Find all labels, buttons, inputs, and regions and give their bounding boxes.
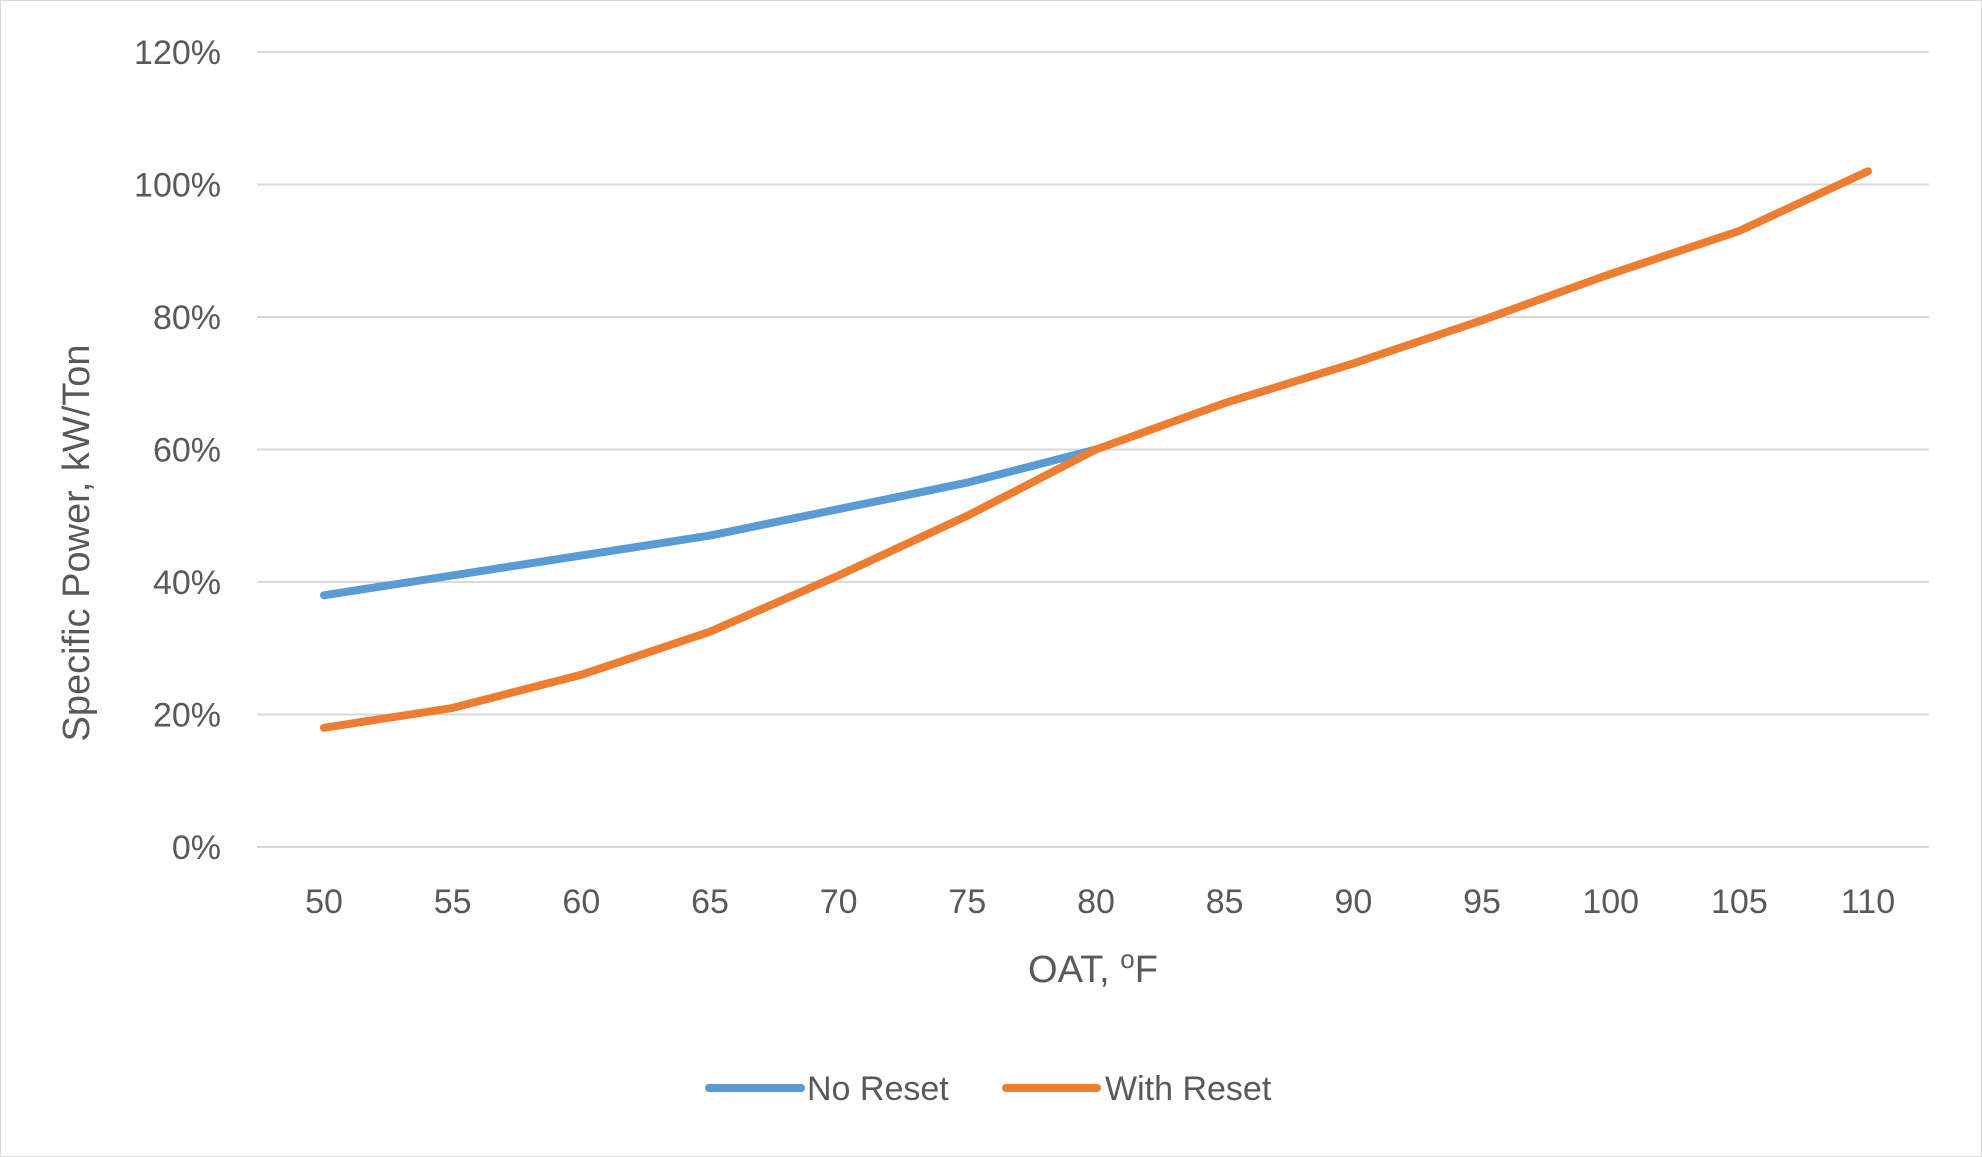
- x-tick-label: 55: [434, 883, 472, 921]
- x-axis-title-superscript: o: [1120, 944, 1134, 974]
- y-axis-tick-labels: 0% 20% 40% 60% 80% 100% 120%: [134, 34, 221, 867]
- y-tick-label: 60%: [153, 432, 221, 470]
- y-tick-label: 40%: [153, 564, 221, 602]
- y-tick-label: 20%: [153, 697, 221, 735]
- x-tick-label: 50: [305, 883, 343, 921]
- x-axis-tick-labels: 50 55 60 65 70 75 80 85 90 95 100 105 110: [305, 883, 1895, 921]
- y-tick-label: 0%: [172, 829, 221, 867]
- x-axis-title-main: OAT,: [1028, 949, 1120, 991]
- x-tick-label: 65: [691, 883, 729, 921]
- x-tick-label: 70: [820, 883, 858, 921]
- series-lines: [320, 167, 1872, 732]
- y-tick-label: 120%: [134, 34, 221, 72]
- x-tick-label: 105: [1711, 883, 1768, 921]
- x-tick-label: 85: [1206, 883, 1244, 921]
- x-tick-label: 110: [1841, 883, 1895, 921]
- y-axis-title: Specific Power, kW/Ton: [56, 344, 98, 741]
- y-tick-label: 100%: [134, 167, 221, 205]
- x-tick-label: 90: [1334, 883, 1372, 921]
- gridlines: [257, 51, 1929, 848]
- x-tick-label: 60: [562, 883, 600, 921]
- legend-label-with-reset: With Reset: [1105, 1070, 1272, 1108]
- legend: No Reset With Reset: [705, 1070, 1272, 1108]
- x-tick-label: 75: [948, 883, 986, 921]
- x-axis-title-unit: F: [1135, 949, 1158, 991]
- legend-label-no-reset: No Reset: [807, 1070, 949, 1108]
- series-line-with-reset: [320, 167, 1872, 732]
- y-tick-label: 80%: [153, 299, 221, 337]
- x-tick-label: 100: [1582, 883, 1639, 921]
- x-tick-label: 95: [1463, 883, 1501, 921]
- x-tick-label: 80: [1077, 883, 1115, 921]
- series-line-no-reset: [320, 445, 1100, 600]
- x-axis-title: OAT, oF: [1028, 944, 1158, 991]
